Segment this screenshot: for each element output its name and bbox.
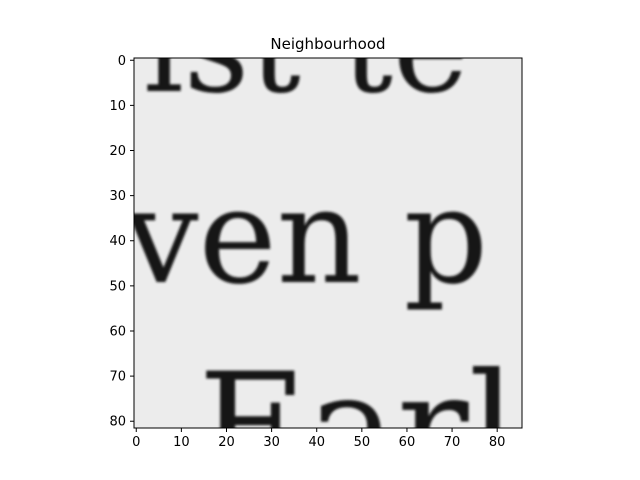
x-tick-label: 50 xyxy=(354,435,371,450)
y-tick-label: 40 xyxy=(109,234,126,249)
y-tick-label: 50 xyxy=(109,279,126,294)
x-tick-label: 20 xyxy=(218,435,235,450)
x-tick-label: 30 xyxy=(263,435,280,450)
x-tick-label: 80 xyxy=(489,435,506,450)
y-axis: 0 10 20 30 40 50 60 70 80 xyxy=(109,54,134,430)
image-text-row-3: Earl xyxy=(198,342,517,480)
x-tick-label: 0 xyxy=(132,435,140,450)
image-area: .ist te ven p Earl xyxy=(102,0,522,480)
x-axis: 0 10 20 30 40 50 60 70 80 xyxy=(132,428,505,450)
y-tick-label: 30 xyxy=(109,189,126,204)
y-tick-label: 20 xyxy=(109,144,126,159)
y-tick-label: 70 xyxy=(109,370,126,385)
plot-frame xyxy=(133,57,523,429)
image-background xyxy=(134,58,522,428)
image-text-row-1: .ist te xyxy=(102,0,469,122)
x-tick-label: 60 xyxy=(399,435,416,450)
y-tick-label: 10 xyxy=(109,99,126,114)
image-text-row-2: ven p xyxy=(123,160,488,314)
chart-title: Neighbourhood xyxy=(270,35,385,53)
y-tick-label: 80 xyxy=(109,415,126,430)
x-tick-label: 70 xyxy=(444,435,461,450)
x-tick-label: 10 xyxy=(173,435,190,450)
y-tick-label: 60 xyxy=(109,324,126,339)
x-tick-label: 40 xyxy=(308,435,325,450)
y-tick-label: 0 xyxy=(118,54,126,69)
